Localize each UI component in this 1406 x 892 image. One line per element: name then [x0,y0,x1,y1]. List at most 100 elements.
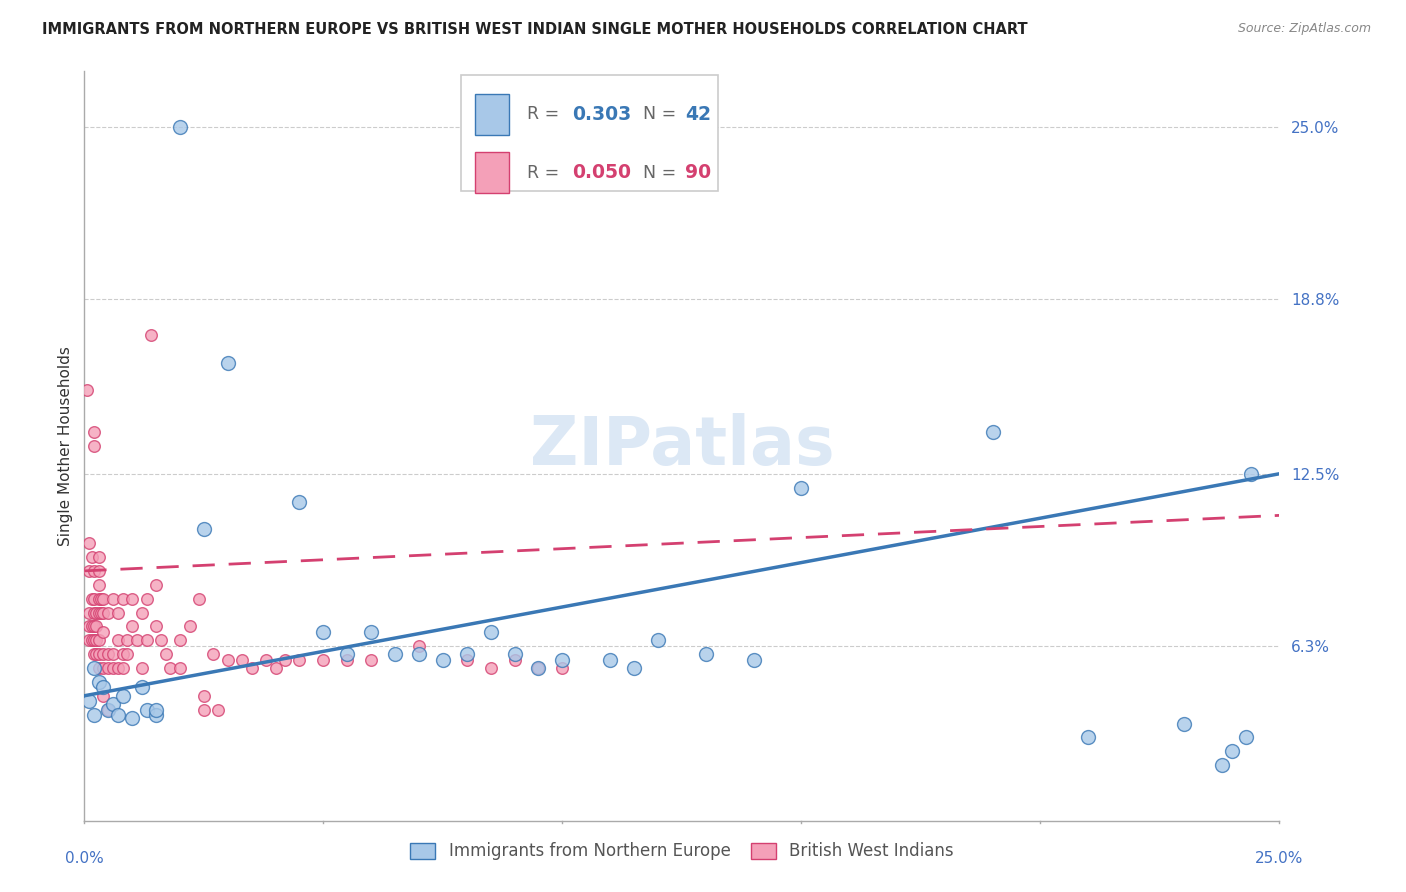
Point [87,661,110,675]
Point [125,633,148,648]
Text: N =: N = [631,163,682,181]
Point [80,591,103,606]
Point [1211,758,1233,772]
Point [101,591,124,606]
Point [742,653,765,667]
Point [107,708,129,723]
Point [188,591,211,606]
Point [93,647,115,661]
Legend: Immigrants from Northern Europe, British West Indians: Immigrants from Northern Europe, British… [402,834,962,869]
Point [93,661,115,675]
Point [131,661,153,675]
Point [87,633,110,648]
Point [83,425,105,439]
Point [527,661,550,675]
Point [83,708,105,723]
Point [193,703,215,717]
Point [169,661,191,675]
Point [77,606,100,620]
FancyBboxPatch shape [475,152,509,194]
Point [336,647,359,661]
Point [87,549,110,564]
Point [121,619,143,633]
Point [647,633,669,648]
Point [1240,467,1263,481]
Point [77,694,100,708]
Point [981,425,1004,439]
Point [135,591,157,606]
Point [93,591,115,606]
Point [274,653,297,667]
Point [107,633,129,648]
Point [456,653,478,667]
Point [87,591,110,606]
Point [790,481,813,495]
Point [240,661,263,675]
Text: N =: N = [631,105,682,123]
Text: ZIPatlas: ZIPatlas [530,413,834,479]
Point [87,578,110,592]
Point [93,689,115,703]
Point [83,619,105,633]
Point [86,647,108,661]
Text: 0.0%: 0.0% [65,851,104,865]
Point [83,647,105,661]
Point [312,624,335,639]
Point [159,661,181,675]
Point [408,647,430,661]
Point [97,703,120,717]
Point [264,661,287,675]
Point [83,439,105,453]
Point [336,653,359,667]
Point [107,606,129,620]
Point [599,653,621,667]
Text: 90: 90 [686,163,711,182]
Point [83,591,105,606]
Point [101,647,124,661]
Point [145,703,167,717]
Point [141,328,163,343]
Point [408,639,430,653]
Point [90,606,112,620]
Point [111,591,134,606]
Point [121,591,143,606]
Point [1234,731,1257,745]
Point [1173,716,1195,731]
Point [101,661,124,675]
Point [83,606,105,620]
Point [145,619,167,633]
Point [131,606,153,620]
Point [80,633,103,648]
Point [97,606,120,620]
Point [93,606,115,620]
Point [86,606,108,620]
Point [207,703,229,717]
Point [83,564,105,578]
Point [131,681,153,695]
Point [479,661,502,675]
Point [117,633,139,648]
Text: R =: R = [527,105,564,123]
Text: 25.0%: 25.0% [1256,851,1303,865]
Point [77,633,100,648]
Point [551,661,574,675]
Point [155,647,177,661]
FancyBboxPatch shape [475,94,509,135]
Point [87,674,110,689]
Point [288,653,311,667]
Point [312,653,335,667]
Point [90,591,112,606]
Point [101,697,124,711]
Point [503,653,526,667]
Point [217,653,239,667]
Point [111,661,134,675]
Point [360,624,382,639]
FancyBboxPatch shape [461,75,718,191]
Point [169,120,191,134]
Point [76,384,98,398]
Point [551,653,574,667]
Text: 0.303: 0.303 [572,105,631,124]
Point [77,564,100,578]
Point [217,356,239,370]
Point [87,647,110,661]
